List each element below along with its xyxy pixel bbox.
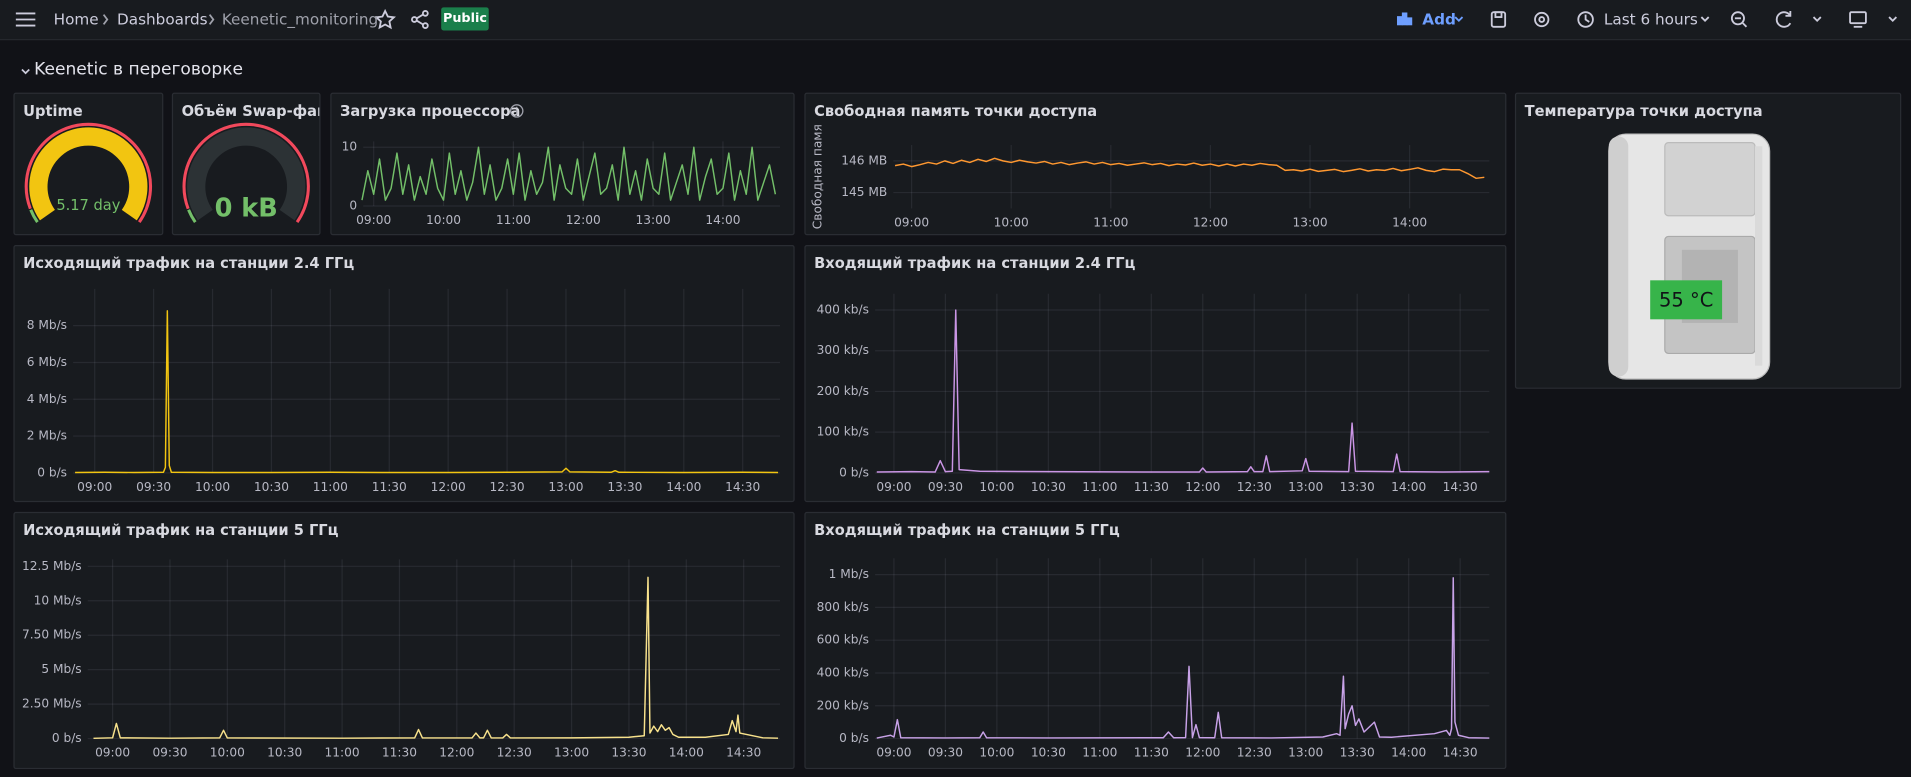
time-icon[interactable] xyxy=(1577,11,1710,28)
panel: Объём Swap-фай xyxy=(171,92,321,236)
time-range-picker[interactable]: Last 6 hours xyxy=(1603,9,1698,29)
info-icon[interactable] xyxy=(508,102,525,119)
panel-title: Входящий трафик на станции 5 ГГц xyxy=(814,521,1120,539)
crumb-separator xyxy=(102,14,109,25)
panel-title: Объём Swap-фай xyxy=(181,102,321,120)
row-title[interactable]: Keenetic в переговорке xyxy=(34,59,244,80)
breadcrumb[interactable]: Dashboards xyxy=(117,9,208,29)
panel-title: Свободная память точки доступа xyxy=(814,102,1098,120)
panel: Входящий трафик на станции 2.4 ГГц xyxy=(804,244,1507,503)
panel: Температура точки доступа xyxy=(1514,92,1902,389)
panel: Исходящий трафик на станции 2.4 ГГц xyxy=(13,244,795,503)
panel: Uptime xyxy=(13,92,164,236)
settings-icon[interactable] xyxy=(1534,11,1550,28)
panel-title: Загрузка процессора xyxy=(340,102,521,120)
add-button[interactable]: Add xyxy=(1422,9,1456,29)
refresh-icon[interactable] xyxy=(1775,10,1822,28)
star-icon[interactable] xyxy=(374,8,396,30)
panel: Исходящий трафик на станции 5 ГГц xyxy=(13,511,795,770)
tv-icon[interactable] xyxy=(1849,11,1898,28)
panel-title: Uptime xyxy=(23,102,83,120)
menu-icon[interactable] xyxy=(15,12,36,27)
panel-title: Исходящий трафик на станции 5 ГГц xyxy=(23,521,339,539)
top-bar: Home Dashboards Keenetic_monitoring Publ… xyxy=(0,0,1911,41)
breadcrumb[interactable]: Home xyxy=(53,9,99,29)
panel-title: Исходящий трафик на станции 2.4 ГГц xyxy=(23,254,355,272)
add-icon[interactable] xyxy=(1396,12,1464,26)
panel: Свободная память точки доступа xyxy=(804,92,1507,236)
share-icon[interactable] xyxy=(411,10,429,29)
panel: Загрузка процессора xyxy=(330,92,795,236)
save-icon[interactable] xyxy=(1490,11,1507,28)
toolbar-icons xyxy=(15,8,1898,30)
row-collapse-icon[interactable] xyxy=(17,61,41,85)
breadcrumb: Keenetic_monitoring xyxy=(221,9,379,29)
panel-title: Температура точки доступа xyxy=(1524,102,1763,120)
panel-title: Входящий трафик на станции 2.4 ГГц xyxy=(814,254,1136,272)
public-badge: Public xyxy=(441,7,489,31)
crumb-separator xyxy=(208,14,215,25)
panel: Входящий трафик на станции 5 ГГц xyxy=(804,511,1507,770)
zoom-out-icon[interactable] xyxy=(1730,11,1748,28)
